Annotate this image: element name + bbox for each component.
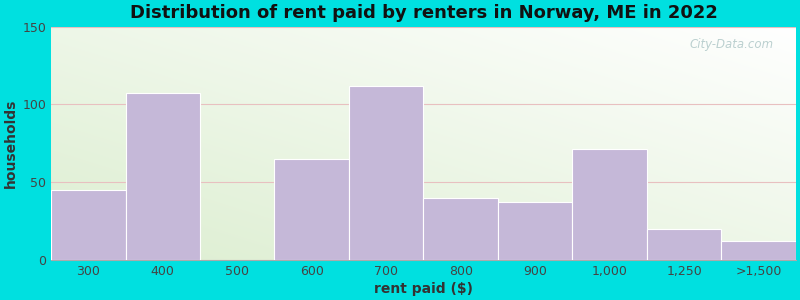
Bar: [51, 190, 126, 260]
Bar: [722, 241, 796, 260]
Y-axis label: households: households: [4, 98, 18, 188]
Bar: [573, 149, 647, 260]
X-axis label: rent paid ($): rent paid ($): [374, 282, 473, 296]
Title: Distribution of rent paid by renters in Norway, ME in 2022: Distribution of rent paid by renters in …: [130, 4, 718, 22]
Bar: [349, 85, 423, 260]
Bar: [498, 202, 573, 260]
Bar: [647, 229, 722, 260]
Bar: [126, 93, 200, 260]
Text: City-Data.com: City-Data.com: [690, 38, 774, 51]
Bar: [423, 198, 498, 260]
Bar: [274, 159, 349, 260]
